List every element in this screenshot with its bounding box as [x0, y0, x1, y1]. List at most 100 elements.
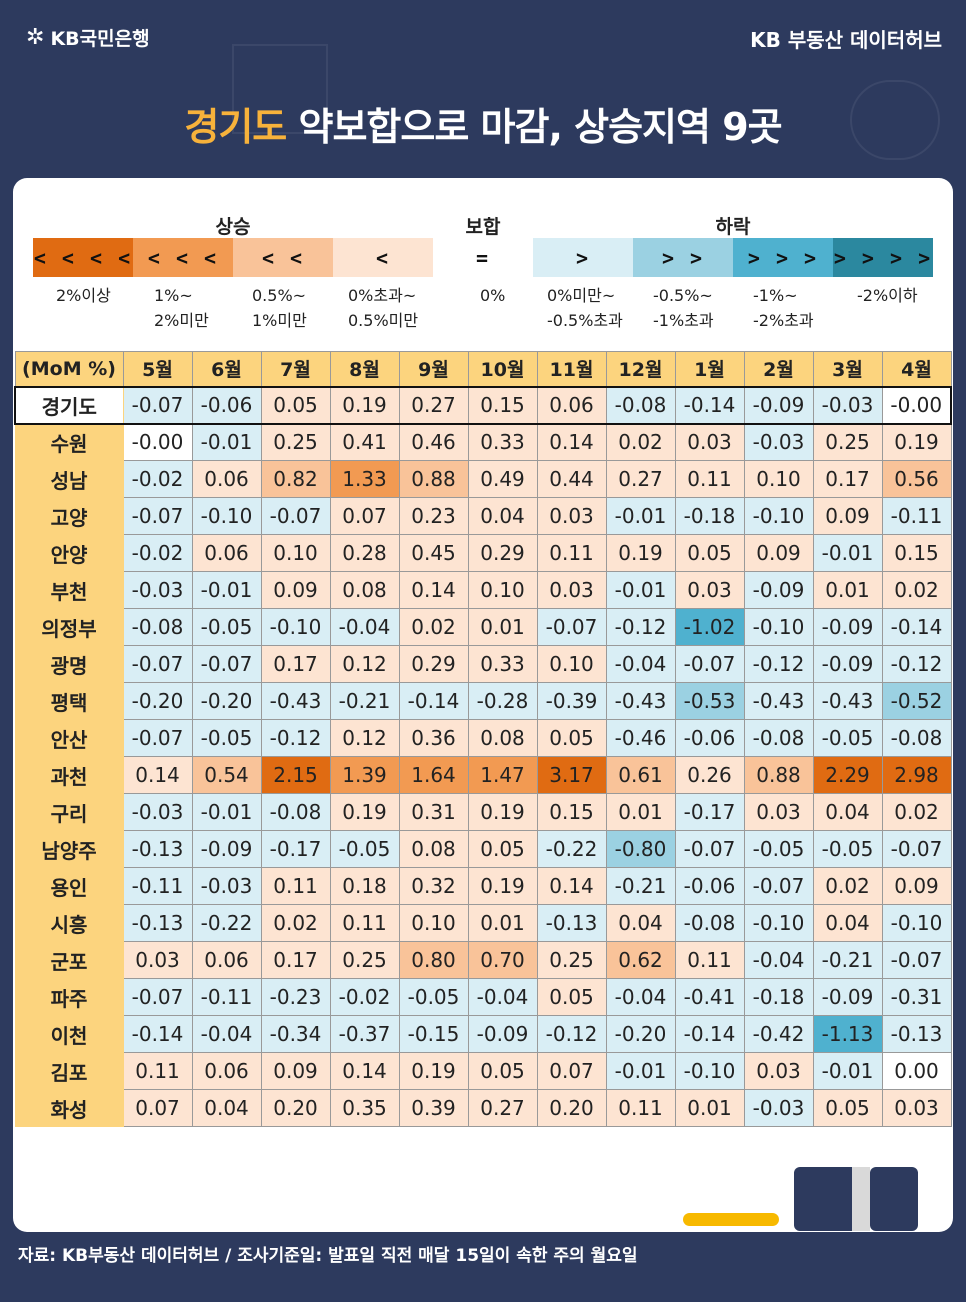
heatmap-cell: 0.10 — [467, 571, 538, 609]
heatmap-cell: 0.14 — [329, 1052, 400, 1090]
table-row: 의정부 -0.08 -0.05 -0.10 -0.04 0.02 0.01 -0.07 -0.1… — [14, 608, 952, 646]
heatmap-cell: 0.39 — [398, 1089, 469, 1127]
heatmap-cell: 0.33 — [467, 645, 538, 683]
heatmap-cell: -0.21 — [812, 941, 883, 979]
heatmap-cell: -0.01 — [812, 1052, 883, 1090]
region-label: 이천 — [14, 1015, 124, 1053]
heatmap-cell: -0.17 — [260, 830, 331, 868]
kb-logo[interactable]: ✲ KB국민은행 — [26, 24, 150, 51]
heatmap-cell: -0.13 — [881, 1015, 952, 1053]
column-header: 5월 — [122, 351, 193, 387]
column-header: 9월 — [398, 351, 469, 387]
heatmap-cell: -0.22 — [191, 904, 262, 942]
heatmap-cell: 0.06 — [191, 1052, 262, 1090]
heatmap-cell: 0.01 — [674, 1089, 745, 1127]
heatmap-cell: 0.33 — [467, 423, 538, 461]
table-row: 화성 0.07 0.04 0.20 0.35 0.39 0.27 0.20 0.11 0.01 -0… — [14, 1089, 952, 1127]
heatmap-cell: 0.01 — [467, 608, 538, 646]
heatmap-cell: -1.13 — [812, 1015, 883, 1053]
decorative-pill — [683, 1213, 779, 1226]
table-row: 군포 0.03 0.06 0.17 0.25 0.80 0.70 0.25 0.62 0.11 -0… — [14, 941, 952, 979]
heatmap-cell: 0.10 — [260, 534, 331, 572]
heatmap-cell: 0.03 — [881, 1089, 952, 1127]
table-row: 이천 -0.14 -0.04 -0.34 -0.37 -0.15 -0.09 -0.12 -0.… — [14, 1015, 952, 1053]
heatmap-cell: -0.11 — [881, 497, 952, 535]
heatmap-cell: -0.09 — [191, 830, 262, 868]
heatmap-cell: 0.12 — [329, 719, 400, 757]
heatmap-cell: 0.02 — [881, 571, 952, 609]
heatmap-cell: -0.11 — [191, 978, 262, 1016]
heatmap-cell: 0.10 — [398, 904, 469, 942]
heatmap-cell: -0.01 — [605, 497, 676, 535]
heatmap-cell: 0.29 — [398, 645, 469, 683]
heatmap-cell: -0.09 — [812, 608, 883, 646]
table-row: 성남 -0.02 0.06 0.82 1.33 0.88 0.49 0.44 0.27 0.11 0… — [14, 460, 952, 498]
heatmap-cell: -0.12 — [743, 645, 814, 683]
heatmap-cell: -0.03 — [122, 793, 193, 831]
heatmap-cell: 0.04 — [812, 793, 883, 831]
heatmap-cell: 0.07 — [536, 1052, 607, 1090]
heatmap-cell: 0.04 — [467, 497, 538, 535]
column-header: 12월 — [605, 351, 676, 387]
heatmap-cell: 0.00 — [881, 1052, 952, 1090]
heatmap-cell: 0.54 — [191, 756, 262, 794]
heatmap-cell: -0.14 — [881, 608, 952, 646]
heatmap-cell: 0.32 — [398, 867, 469, 905]
heatmap-cell: 0.11 — [122, 1052, 193, 1090]
legend-label: 1%~ 2%미만 — [154, 286, 209, 330]
heatmap-cell: -0.28 — [467, 682, 538, 720]
heatmap-cell: -0.14 — [674, 1015, 745, 1053]
heatmap-cell: -0.04 — [743, 941, 814, 979]
heatmap-cell: -0.22 — [536, 830, 607, 868]
column-header: 7월 — [260, 351, 331, 387]
heatmap-cell: -0.08 — [122, 608, 193, 646]
heatmap-cell: 0.05 — [536, 719, 607, 757]
heatmap-cell: -0.07 — [881, 830, 952, 868]
region-label: 시흥 — [14, 904, 124, 942]
region-label: 김포 — [14, 1052, 124, 1090]
heatmap-cell: -0.23 — [260, 978, 331, 1016]
column-header: 8월 — [329, 351, 400, 387]
heatmap-cell: 0.05 — [467, 830, 538, 868]
heatmap-cell: -0.07 — [536, 608, 607, 646]
table-row: 파주 -0.07 -0.11 -0.23 -0.02 -0.05 -0.04 0.05 -0.0… — [14, 978, 952, 1016]
heatmap-table: (MoM %) 5월 6월 7월 8월 9월 10월 11월 12월 1월 2월 3월 4월 경기도 -0… — [14, 351, 952, 1127]
heatmap-cell: -0.06 — [674, 719, 745, 757]
heatmap-cell: -0.21 — [329, 682, 400, 720]
heatmap-cell: 1.47 — [467, 756, 538, 794]
background-building-decoration — [232, 44, 328, 134]
heatmap-cell: 0.56 — [881, 460, 952, 498]
heatmap-cell: -0.08 — [881, 719, 952, 757]
heatmap-cell: 0.35 — [329, 1089, 400, 1127]
heatmap-cell: 0.19 — [467, 793, 538, 831]
heatmap-cell: -0.80 — [605, 830, 676, 868]
heatmap-cell: -0.01 — [605, 1052, 676, 1090]
region-label: 의정부 — [14, 608, 124, 646]
heatmap-cell: 0.31 — [398, 793, 469, 831]
region-label: 파주 — [14, 978, 124, 1016]
heatmap-cell: -0.09 — [743, 571, 814, 609]
heatmap-cell: 0.04 — [191, 1089, 262, 1127]
heatmap-cell: 0.02 — [605, 423, 676, 461]
heatmap-cell: -0.00 — [122, 423, 193, 461]
heatmap-cell: -0.12 — [605, 608, 676, 646]
heatmap-cell: 0.27 — [605, 460, 676, 498]
heatmap-cell: -0.05 — [812, 830, 883, 868]
table-row: 안산 -0.07 -0.05 -0.12 0.12 0.36 0.08 0.05 -0.46 -0… — [14, 719, 952, 757]
heatmap-cell: 0.25 — [329, 941, 400, 979]
heatmap-cell: 0.28 — [329, 534, 400, 572]
heatmap-cell: -0.03 — [743, 1089, 814, 1127]
heatmap-cell: 0.09 — [260, 1052, 331, 1090]
heatmap-cell: 0.08 — [398, 830, 469, 868]
decorative-block — [852, 1167, 870, 1231]
heatmap-cell: 0.06 — [191, 941, 262, 979]
heatmap-cell: 0.14 — [536, 867, 607, 905]
heatmap-cell: 0.01 — [467, 904, 538, 942]
heatmap-cell: 0.10 — [536, 645, 607, 683]
region-label: 안산 — [14, 719, 124, 757]
heatmap-cell: 0.11 — [674, 941, 745, 979]
heatmap-cell: -0.01 — [191, 571, 262, 609]
heatmap-cell: -0.20 — [191, 682, 262, 720]
heatmap-cell: 0.19 — [467, 867, 538, 905]
legend-swatch: < < < < — [33, 238, 133, 277]
